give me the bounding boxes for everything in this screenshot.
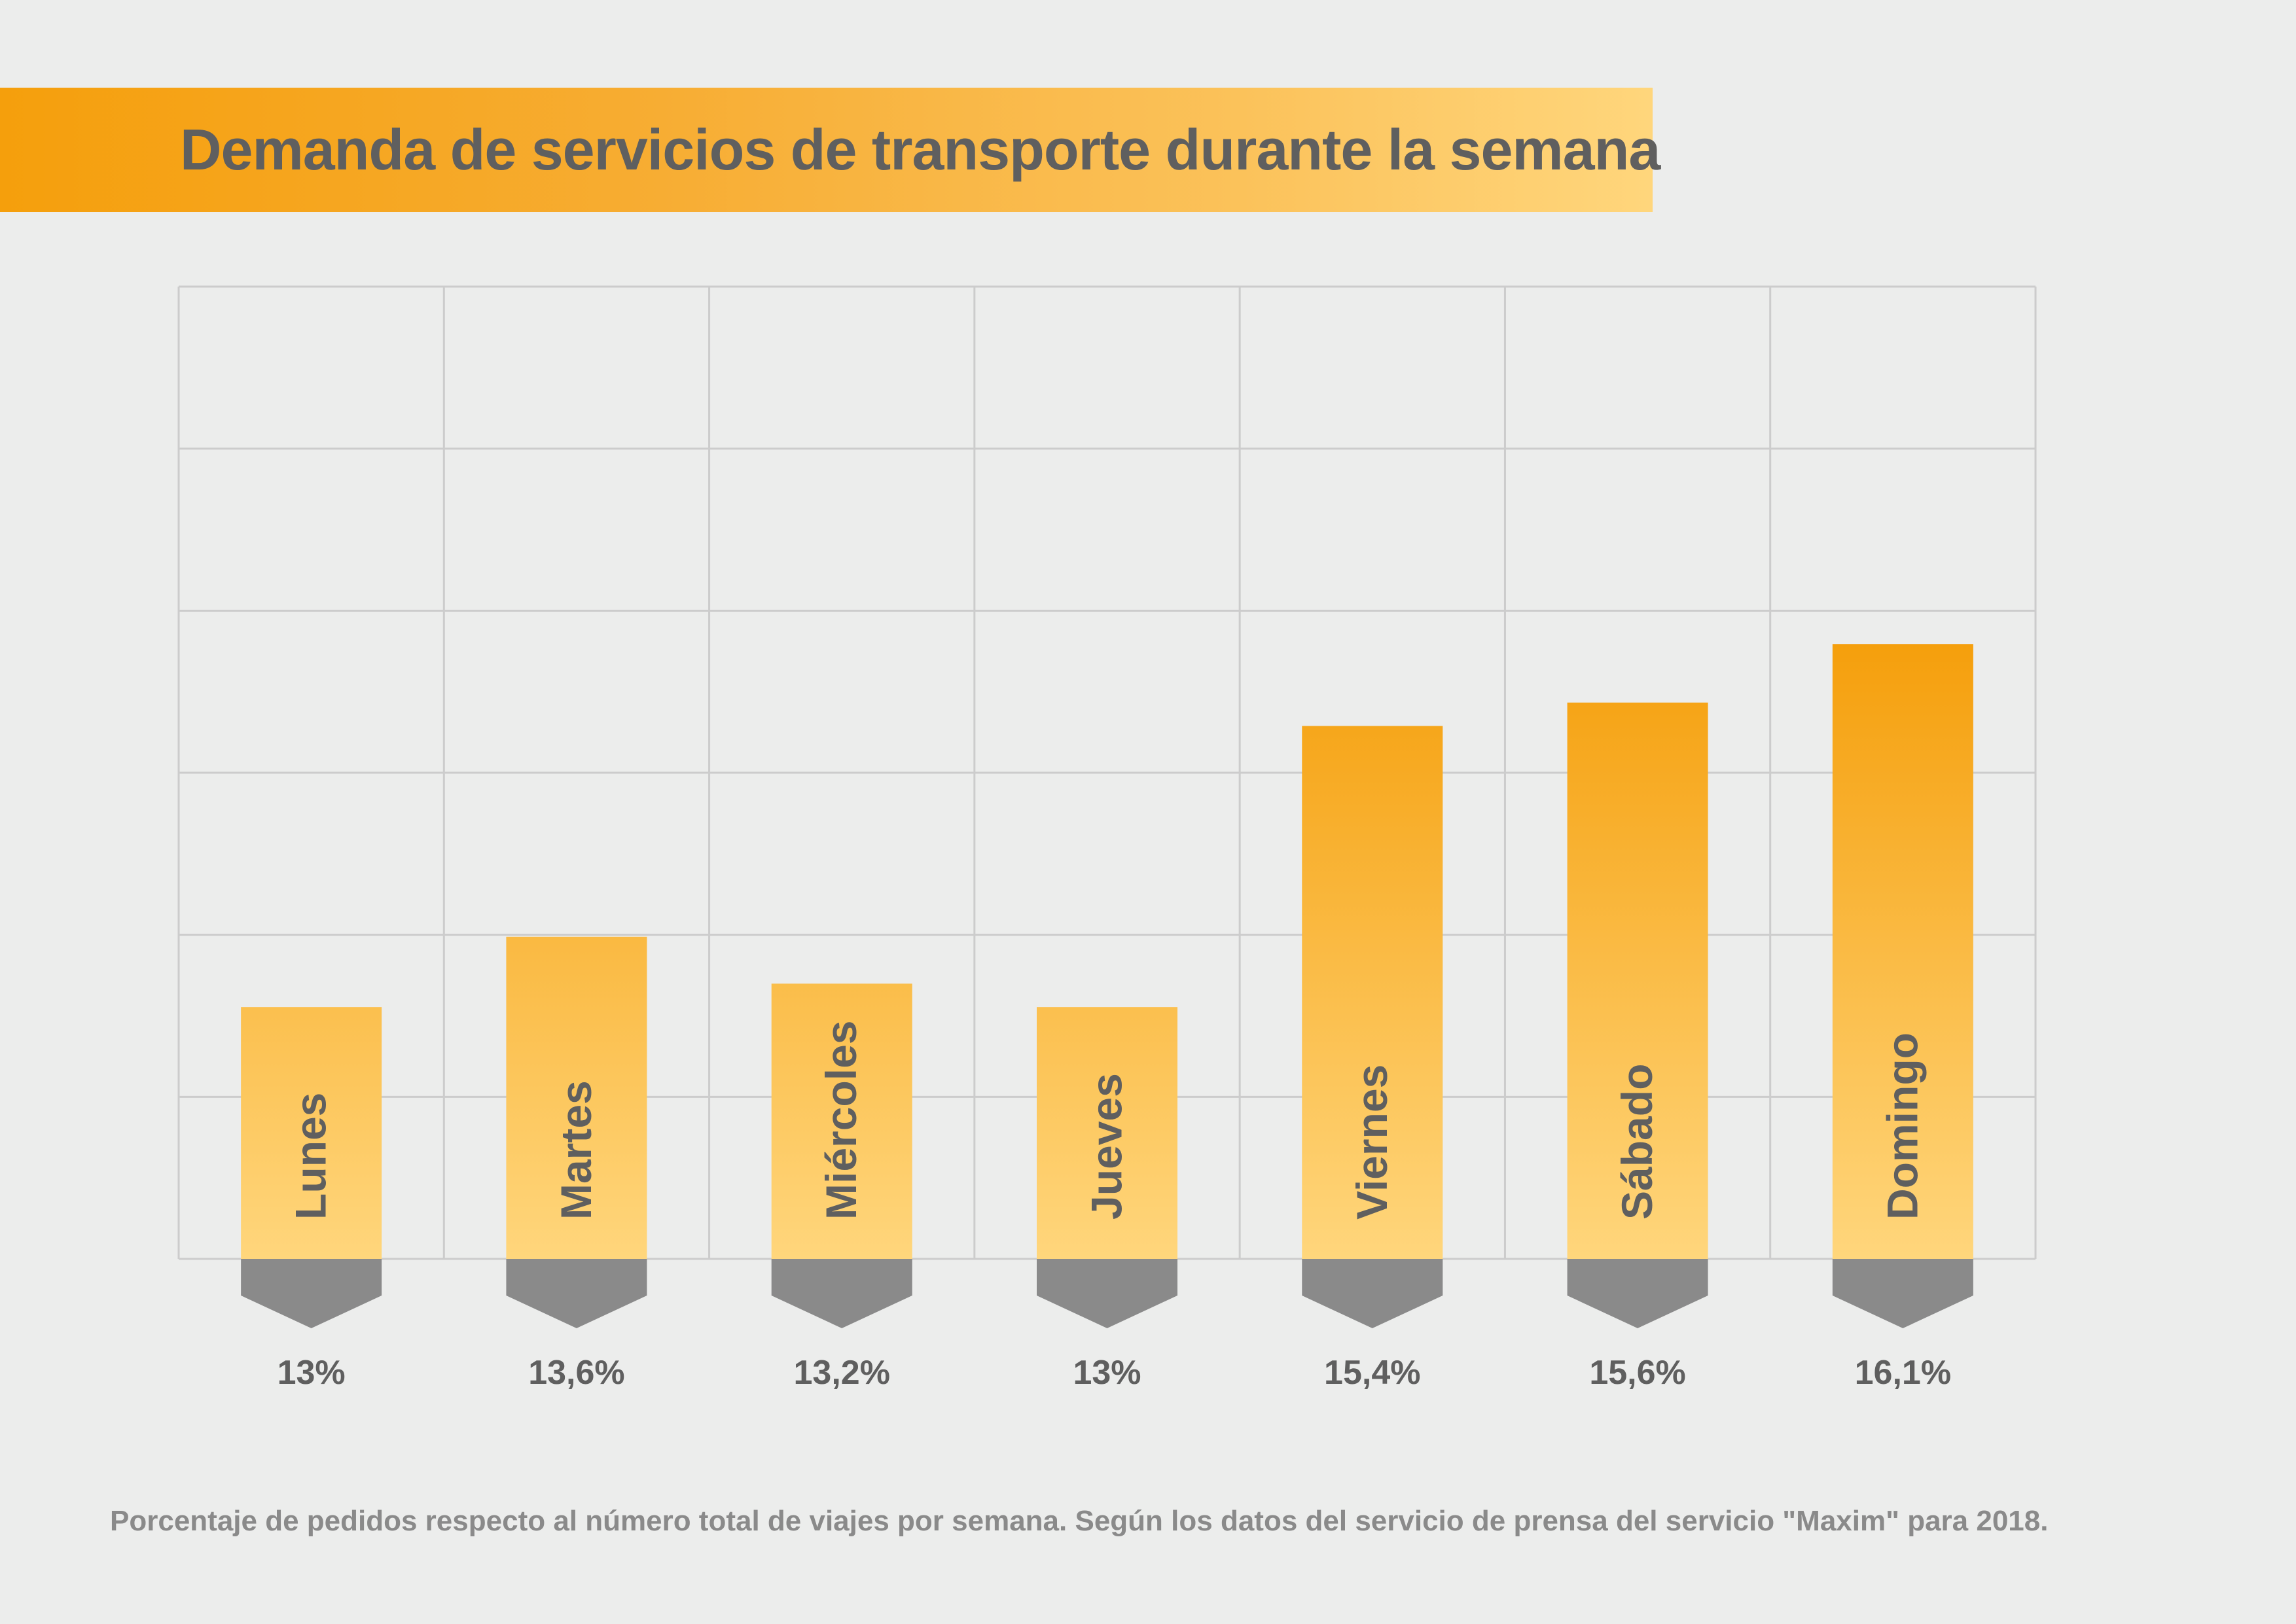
pointer-shape xyxy=(1832,1259,1973,1328)
category-label: Martes xyxy=(552,1080,600,1220)
pointer-shape xyxy=(771,1259,912,1328)
category-label: Jueves xyxy=(1083,1073,1131,1220)
value-label: 13,6% xyxy=(528,1354,624,1392)
title-banner: Demanda de servicios de transporte duran… xyxy=(0,88,1660,212)
value-label: 15,4% xyxy=(1324,1354,1420,1392)
bar-sábado xyxy=(1567,702,1708,1259)
value-label: 13,2% xyxy=(793,1354,889,1392)
bar-domingo xyxy=(1832,644,1973,1259)
category-label: Sábado xyxy=(1613,1064,1661,1220)
pointer-shape xyxy=(1037,1259,1177,1328)
category-label: Miércoles xyxy=(817,1021,865,1220)
bar-martes xyxy=(506,936,647,1259)
bar-miércoles xyxy=(771,983,912,1259)
chart-title: Demanda de servicios de transporte duran… xyxy=(180,117,1660,182)
pointer-shape xyxy=(1302,1259,1443,1328)
category-label: Lunes xyxy=(287,1093,335,1220)
pointer-shape xyxy=(1567,1259,1708,1328)
pointer-shape xyxy=(506,1259,647,1328)
footnote: Porcentaje de pedidos respecto al número… xyxy=(110,1505,2049,1537)
value-label: 13% xyxy=(1073,1354,1141,1392)
value-label: 15,6% xyxy=(1589,1354,1685,1392)
bar-jueves xyxy=(1037,1007,1177,1259)
category-label: Domingo xyxy=(1878,1033,1926,1220)
bars: Lunes 13% Martes 13,6% Miércoles 13,2% Jueves 1… xyxy=(241,644,1973,1392)
value-label: 13% xyxy=(278,1354,346,1392)
bar-viernes xyxy=(1302,726,1443,1259)
pointer-shape xyxy=(241,1259,382,1328)
bar-lunes xyxy=(241,1007,382,1259)
value-label: 16,1% xyxy=(1855,1354,1951,1392)
category-label: Viernes xyxy=(1348,1065,1396,1220)
